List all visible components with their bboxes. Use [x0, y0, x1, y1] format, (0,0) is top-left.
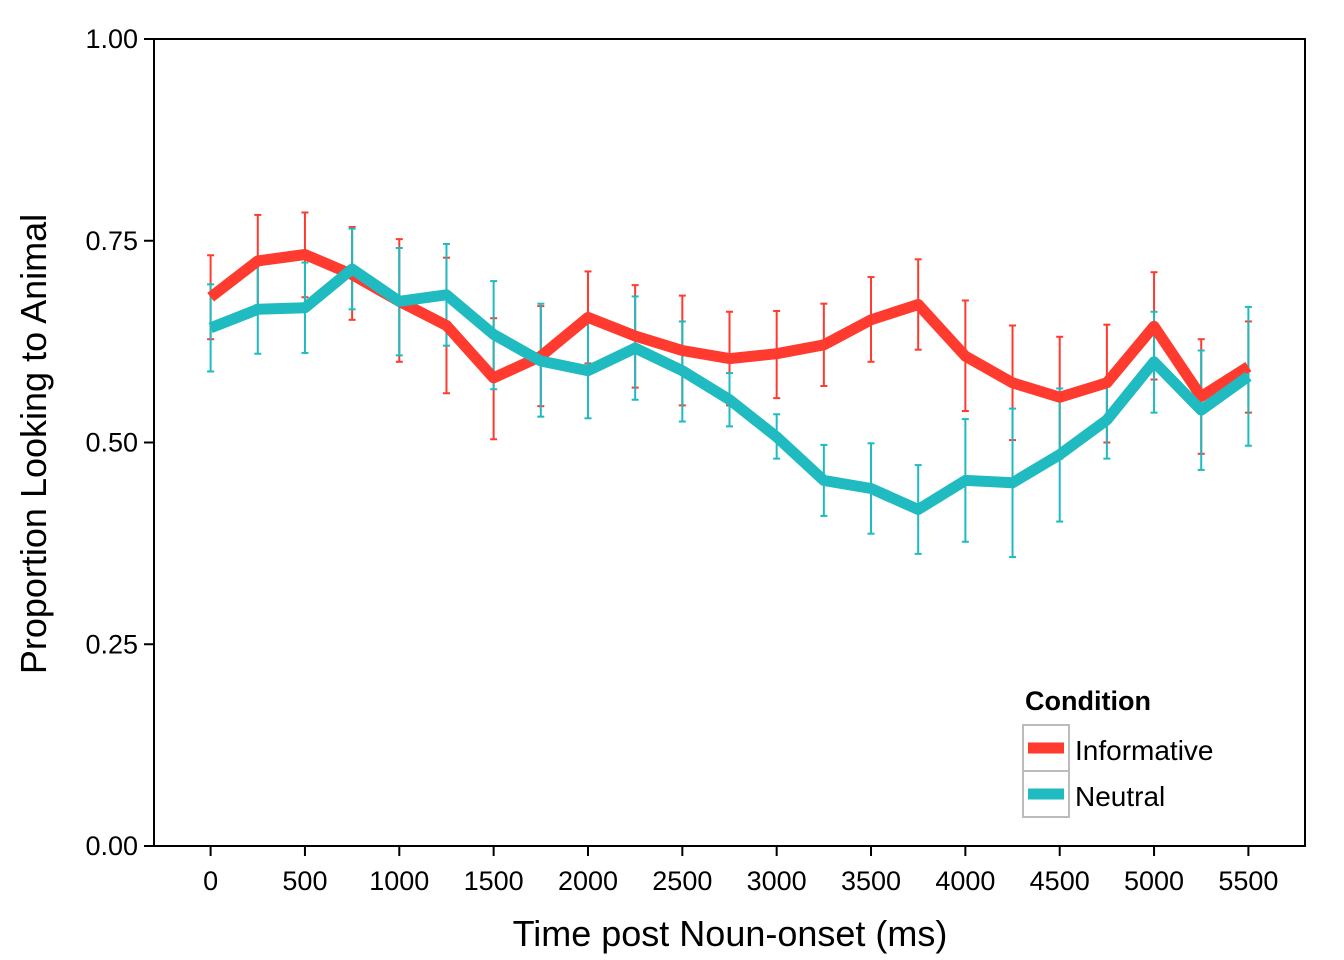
legend-label-neutral: Neutral	[1075, 781, 1165, 812]
series-line-neutral	[208, 263, 1252, 515]
series-lines	[207, 249, 1252, 515]
y-tick-label: 0.50	[85, 428, 138, 458]
x-tick-label: 1000	[369, 866, 429, 896]
y-tick-label: 0.75	[85, 226, 138, 256]
x-axis-label: Time post Noun-onset (ms)	[513, 913, 948, 954]
y-axis-label: Proportion Looking to Animal	[13, 214, 54, 674]
x-tick-label: 2500	[652, 866, 712, 896]
x-tick-label: 500	[282, 866, 327, 896]
legend: Condition Informative Neutral	[1022, 686, 1214, 818]
x-tick-label: 0	[203, 866, 218, 896]
x-tick-label: 5500	[1218, 866, 1278, 896]
x-tick-label: 5000	[1124, 866, 1184, 896]
legend-title: Condition	[1025, 686, 1151, 716]
y-tick-label: 0.00	[85, 831, 138, 861]
y-axis: 0.00 0.25 0.50 0.75 1.00	[85, 24, 154, 861]
x-axis: 0 500 1000 1500 2000 2500 3000 3500 4000 4500 5000…	[203, 846, 1278, 896]
x-tick-label: 4000	[935, 866, 995, 896]
y-tick-label: 0.25	[85, 629, 138, 659]
x-tick-label: 3000	[747, 866, 807, 896]
legend-label-informative: Informative	[1075, 735, 1214, 766]
plot-panel	[153, 38, 1306, 847]
x-tick-label: 3500	[841, 866, 901, 896]
x-tick-label: 2000	[558, 866, 618, 896]
y-tick-label: 1.00	[85, 24, 138, 54]
x-tick-label: 1500	[464, 866, 524, 896]
x-tick-label: 4500	[1030, 866, 1090, 896]
